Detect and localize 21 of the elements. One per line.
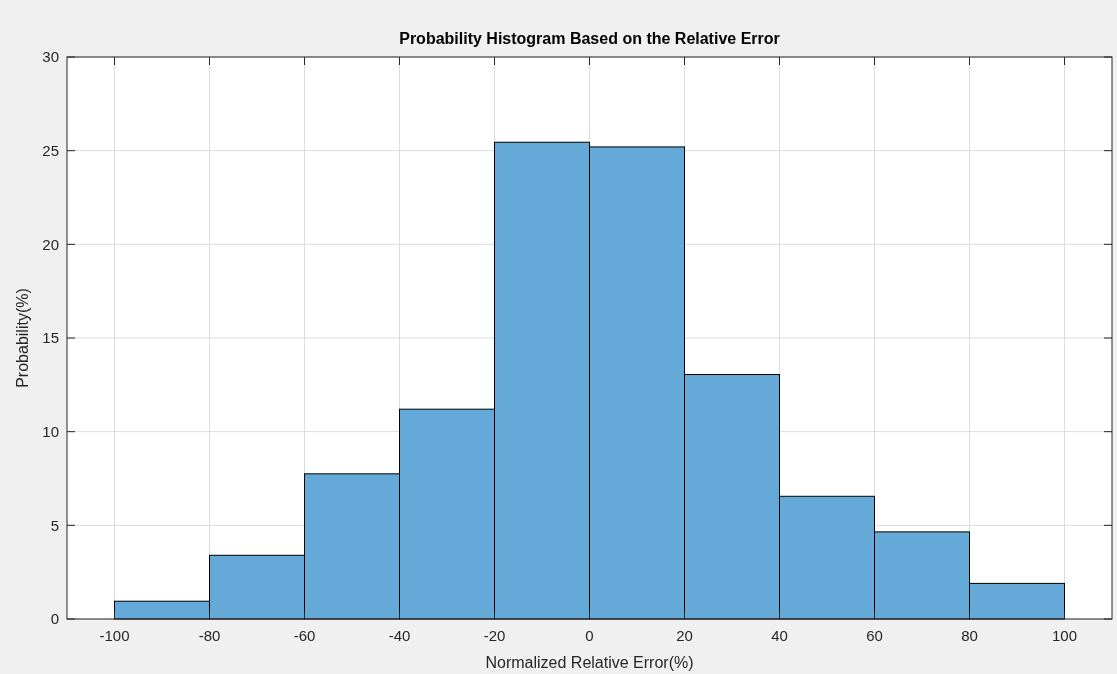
x-tick-label: -20	[483, 627, 506, 644]
y-tick-label: 30	[42, 48, 59, 66]
x-tick-label: -40	[388, 627, 411, 644]
x-tick-label: -100	[99, 627, 130, 644]
x-tick-label: 60	[866, 627, 883, 644]
chart-title: Probability Histogram Based on the Relative Error	[399, 30, 780, 47]
y-tick-label: 25	[42, 141, 59, 159]
y-tick-label: 15	[42, 329, 59, 347]
x-tick-label: 100	[1051, 627, 1078, 644]
x-axis-title: Normalized Relative Error(%)	[485, 654, 694, 671]
y-tick-label: 5	[50, 516, 59, 534]
x-tick-label: 80	[961, 627, 978, 644]
y-axis-title: Probability(%)	[14, 288, 31, 388]
x-tick-label: -80	[198, 627, 221, 644]
x-tick-label: 40	[771, 627, 788, 644]
x-tick-label: 20	[676, 627, 693, 644]
x-tick-label: 0	[585, 627, 594, 644]
y-tick-label: 10	[42, 422, 59, 440]
y-tick-label: 20	[42, 235, 59, 253]
y-tick-label: 0	[50, 610, 59, 628]
x-tick-label: -60	[293, 627, 316, 644]
